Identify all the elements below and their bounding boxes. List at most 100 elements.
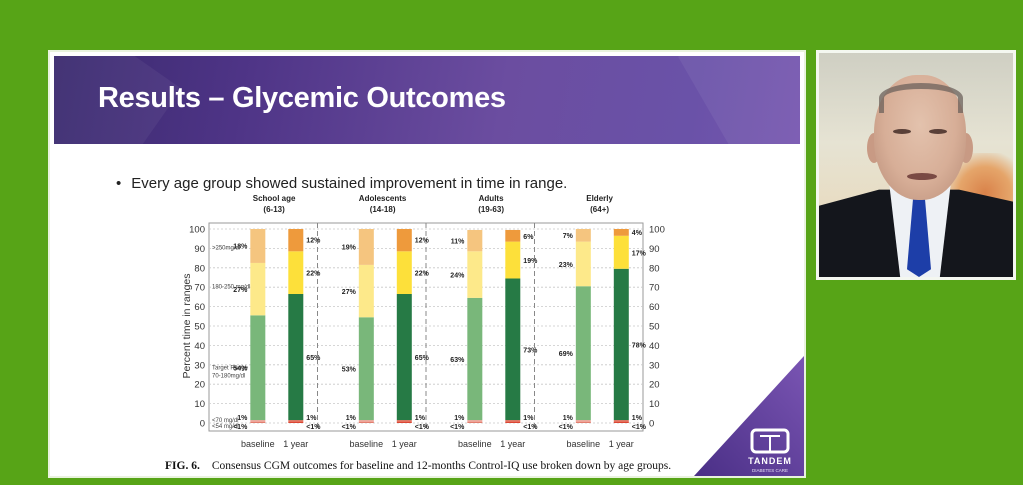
bar-segment-lt70	[613, 420, 629, 423]
bullet-point: • Every age group showed sustained improv…	[116, 175, 567, 192]
logo-name: TANDEM	[748, 456, 792, 466]
y-tick-label-right: 80	[649, 263, 660, 274]
presentation-slide: Results – Glycemic Outcomes • Every age g…	[48, 50, 806, 478]
data-label: 11%	[451, 239, 465, 246]
bar-segment-lt54	[505, 422, 521, 423]
logo-sub: DIABETES CARE	[752, 468, 788, 473]
y-tick-label-right: 10	[649, 399, 660, 410]
presenter-eye	[929, 129, 947, 134]
data-label: 12%	[415, 238, 430, 245]
bar-segment-gt250	[467, 229, 483, 252]
data-label: 12%	[306, 238, 321, 245]
data-label: 1%	[237, 415, 248, 422]
data-label: 27%	[233, 287, 248, 294]
range-label: Target Range	[212, 366, 249, 372]
y-tick-label-right: 100	[649, 225, 665, 236]
data-label: <1%	[450, 424, 465, 431]
range-label: <70 mg/dl	[212, 418, 239, 424]
bar-segment-lt54	[358, 422, 374, 423]
range-label: <54 mg/dl	[212, 424, 239, 430]
bar-segment-lt70	[288, 420, 304, 423]
bar-segment-lt70	[358, 420, 374, 423]
data-label: 53%	[342, 367, 357, 374]
y-tick-label-left: 90	[194, 244, 205, 255]
x-tick-label: baseline	[241, 439, 275, 449]
y-tick-label-left: 60	[194, 302, 205, 313]
y-tick-label-left: 40	[194, 341, 205, 352]
range-label: 180-250 mg/dl	[212, 284, 250, 290]
group-range: (14-18)	[370, 205, 396, 214]
bar-segment-lt70	[467, 420, 483, 423]
bar-segment-180-250	[396, 251, 412, 294]
bar-segment-70-180	[358, 317, 374, 421]
y-axis-title: Percent time in ranges	[181, 273, 193, 378]
y-tick-label-right: 70	[649, 283, 660, 294]
bar-segment-lt54	[250, 422, 266, 423]
bar-segment-180-250	[505, 241, 521, 279]
bar-segment-gt250	[613, 229, 629, 236]
data-label: 23%	[559, 262, 574, 269]
y-tick-label-right: 50	[649, 322, 660, 333]
data-label: <1%	[523, 424, 538, 431]
data-label: 1%	[346, 415, 357, 422]
group-range: (19-63)	[478, 205, 504, 214]
x-tick-label: 1 year	[392, 439, 417, 449]
data-label: <1%	[342, 424, 357, 431]
data-label: 54%	[233, 366, 248, 373]
data-label: 19%	[342, 244, 357, 251]
x-tick-label: 1 year	[283, 439, 308, 449]
x-tick-label: 1 year	[500, 439, 525, 449]
bar-segment-gt250	[505, 229, 521, 242]
logo-triangle	[694, 356, 804, 476]
data-label: 1%	[632, 415, 643, 422]
bar-segment-70-180	[288, 293, 304, 421]
data-label: 1%	[454, 415, 465, 422]
data-label: 1%	[523, 415, 534, 422]
data-label: 22%	[415, 271, 430, 278]
presenter-mouth	[907, 173, 937, 180]
caption-text: Consensus CGM outcomes for baseline and …	[211, 460, 672, 472]
data-label: 19%	[523, 258, 538, 265]
data-label: 18%	[233, 243, 248, 250]
group-title: Elderly	[586, 194, 613, 203]
x-tick-label: baseline	[458, 439, 492, 449]
presenter-webcam	[816, 50, 1016, 280]
data-label: 4%	[632, 230, 643, 237]
data-label: 78%	[632, 342, 647, 349]
group-title: Adults	[479, 194, 504, 203]
bar-segment-lt54	[613, 422, 629, 423]
bar-segment-lt54	[396, 422, 412, 423]
y-tick-label-right: 0	[649, 419, 654, 430]
group-range: (6-13)	[263, 205, 285, 214]
y-tick-label-right: 60	[649, 302, 660, 313]
bar-segment-70-180	[575, 286, 591, 421]
data-label: 7%	[563, 233, 574, 240]
data-label: 22%	[306, 271, 321, 278]
bar-segment-lt70	[575, 420, 591, 423]
y-tick-label-left: 30	[194, 360, 205, 371]
presenter-hair	[879, 83, 963, 113]
data-label: 73%	[523, 347, 538, 354]
bar-segment-lt54	[575, 422, 591, 423]
tandem-logo-corner: TANDEM DIABETES CARE	[694, 356, 804, 476]
bar-segment-gt250	[396, 229, 412, 252]
bar-segment-gt250	[358, 229, 374, 265]
bar-segment-180-250	[575, 241, 591, 287]
bullet-text: Every age group showed sustained improve…	[131, 175, 568, 192]
bar-segment-lt70	[505, 420, 521, 423]
bar-segment-180-250	[467, 251, 483, 298]
slide-header-banner: Results – Glycemic Outcomes	[54, 56, 800, 144]
group-title: School age	[253, 194, 296, 203]
group-title: Adolescents	[359, 194, 407, 203]
data-label: 17%	[632, 250, 647, 257]
bar-segment-lt70	[250, 420, 266, 423]
y-tick-label-left: 80	[194, 263, 205, 274]
x-tick-label: 1 year	[609, 439, 634, 449]
bullet-marker: •	[116, 175, 122, 192]
data-label: 69%	[559, 351, 574, 358]
y-tick-label-right: 20	[649, 380, 660, 391]
data-label: <1%	[306, 424, 321, 431]
y-tick-label-left: 20	[194, 380, 205, 391]
bar-segment-lt70	[396, 420, 412, 423]
